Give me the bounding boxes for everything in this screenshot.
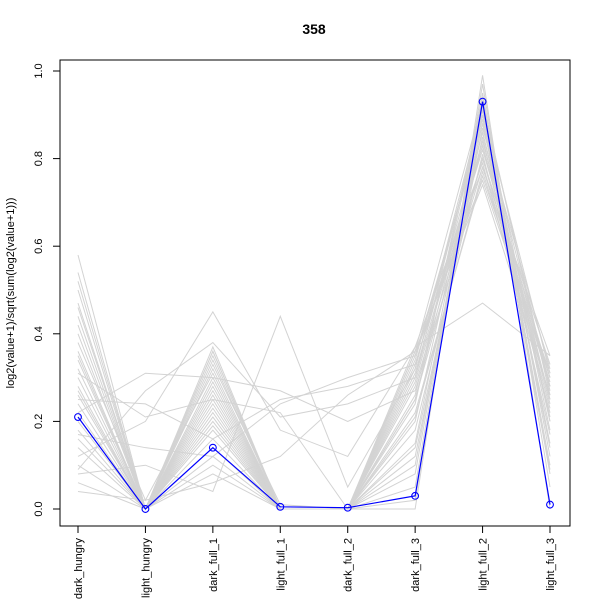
background-series-line [77, 123, 551, 511]
background-series-line [77, 114, 551, 493]
background-series-line [77, 139, 551, 510]
highlight-series-point [411, 491, 420, 500]
background-series-line [77, 114, 551, 511]
y-tick-label: 0.8 [33, 151, 45, 166]
y-tick-label: 0.4 [33, 326, 45, 341]
highlight-series-point [208, 443, 217, 452]
highlight-series-group [74, 97, 554, 513]
y-tick-label: 0.2 [33, 414, 45, 429]
background-series-line [77, 148, 551, 511]
x-tick-label: light_full_2 [478, 538, 490, 591]
y-tick-label: 0.6 [33, 239, 45, 254]
highlight-series-point [478, 97, 487, 106]
highlight-series-line [77, 101, 551, 510]
background-series-line [77, 143, 551, 440]
highlight-series-point [141, 505, 150, 513]
x-tick-label: dark_full_1 [208, 538, 220, 592]
y-tick-label: 1.0 [33, 63, 45, 78]
highlight-series-point [343, 503, 352, 512]
x-tick-label: dark_hungry [73, 538, 85, 600]
x-tick-label: dark_full_3 [410, 538, 422, 592]
background-series-line [77, 84, 551, 511]
x-tick-label: light_full_3 [545, 538, 557, 591]
background-series-line [77, 174, 551, 511]
background-series-line [77, 302, 551, 458]
plot-frame [59, 59, 571, 527]
background-series-line [77, 156, 551, 510]
background-series-line [77, 154, 551, 511]
highlight-series-point [276, 502, 285, 511]
background-series-line [77, 110, 551, 470]
chart-title: 358 [302, 21, 326, 37]
background-series-line [77, 143, 551, 510]
background-series-line [77, 169, 551, 510]
background-series-line [77, 101, 551, 501]
x-axis: dark_hungry light_hungry dark_full_1 light_… [73, 526, 557, 599]
highlight-series-point [546, 500, 554, 509]
background-series-line [77, 156, 551, 511]
background-series-line [77, 165, 551, 510]
background-series-line [77, 179, 551, 510]
x-tick-label: light_full_1 [275, 538, 287, 591]
background-series-line [77, 165, 551, 422]
background-series-line [77, 161, 551, 510]
background-series-group [77, 75, 551, 511]
y-axis-label: log2(value+1)/sqrt(sum(log2(value+1))) [5, 198, 17, 389]
background-series-line [77, 121, 551, 457]
highlight-series-point [74, 413, 82, 421]
y-tick-label: 0.0 [33, 501, 45, 516]
y-axis: 0.0 0.2 0.4 0.6 0.8 1.0 [33, 63, 60, 517]
x-tick-label: dark_full_2 [343, 538, 355, 592]
x-tick-label: light_hungry [140, 538, 152, 598]
